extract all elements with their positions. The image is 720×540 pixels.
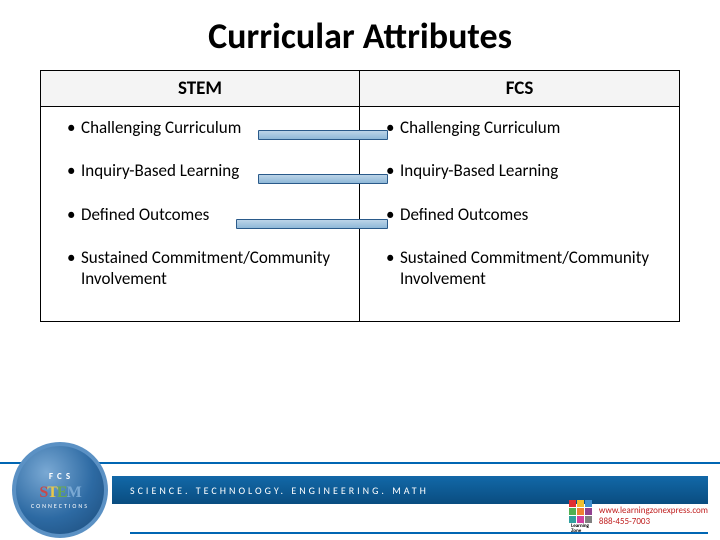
comparison-table: STEM Challenging Curriculum Inquiry-Base… xyxy=(40,70,680,322)
banner: SCIENCE. TECHNOLOGY. ENGINEERING. MATH xyxy=(112,476,708,504)
column-body-fcs: Challenging Curriculum Inquiry-Based Lea… xyxy=(360,107,679,321)
list-item: Sustained Commitment/Community Involveme… xyxy=(386,247,661,290)
list-item: Sustained Commitment/Community Involveme… xyxy=(67,247,341,290)
footer-contact: www.learningzonexpress.com 888-455-7003 xyxy=(599,506,708,528)
column-header-stem: STEM xyxy=(41,71,359,107)
connector-bar xyxy=(236,219,388,229)
footer-phone: 888-455-7003 xyxy=(599,517,708,528)
logo-stem-text: STEM xyxy=(39,484,80,502)
logo-fcs-text: F C S xyxy=(49,471,71,482)
list-item: Defined Outcomes xyxy=(386,204,661,225)
list-item: Challenging Curriculum xyxy=(386,117,661,138)
lz-line2: Zone xyxy=(571,529,589,534)
column-stem: STEM Challenging Curriculum Inquiry-Base… xyxy=(41,71,360,321)
connector-bar xyxy=(258,174,388,184)
connector-bar xyxy=(258,130,388,140)
learning-zone-logo: Learning Zone xyxy=(560,500,600,530)
footer-divider-bottom xyxy=(130,532,708,534)
footer: F C S STEM CONNECTIONS SCIENCE. TECHNOLO… xyxy=(0,462,720,540)
fcs-stem-logo: F C S STEM CONNECTIONS xyxy=(12,442,108,538)
list-item: Inquiry-Based Learning xyxy=(386,160,661,181)
column-fcs: FCS Challenging Curriculum Inquiry-Based… xyxy=(360,71,679,321)
page-title: Curricular Attributes xyxy=(0,0,720,70)
logo-connections-text: CONNECTIONS xyxy=(31,502,89,510)
column-header-fcs: FCS xyxy=(360,71,679,107)
footer-divider xyxy=(0,462,720,464)
